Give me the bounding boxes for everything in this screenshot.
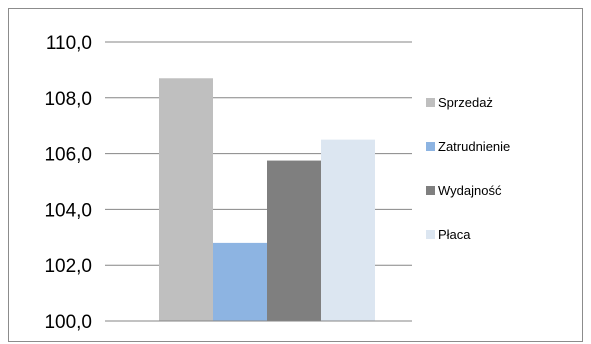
legend-swatch <box>426 230 435 239</box>
legend-label: Zatrudnienie <box>438 139 510 154</box>
bar-3 <box>267 160 321 321</box>
bar-2 <box>213 242 267 321</box>
bars <box>159 78 375 322</box>
bar-1 <box>159 78 213 322</box>
y-tick-label: 100,0 <box>44 312 92 333</box>
chart-frame <box>8 8 583 342</box>
y-tick-label: 102,0 <box>44 256 92 277</box>
legend-swatch <box>426 98 435 107</box>
y-tick-label: 108,0 <box>44 89 92 110</box>
bar-4 <box>321 139 375 321</box>
legend-label: Płaca <box>438 227 471 242</box>
legend-label: Wydajność <box>438 183 502 198</box>
legend-swatch <box>426 186 435 195</box>
y-axis-tick-labels: 100,0 102,0 104,0 106,0 108,0 110,0 <box>44 33 92 333</box>
legend-swatch <box>426 142 435 151</box>
legend-label: Sprzedaż <box>438 95 493 110</box>
y-tick-label: 104,0 <box>44 200 92 221</box>
y-tick-label: 110,0 <box>46 33 92 54</box>
y-tick-label: 106,0 <box>44 145 92 166</box>
legend: Sprzedaż Zatrudnienie Wydajność Płaca <box>426 95 510 242</box>
